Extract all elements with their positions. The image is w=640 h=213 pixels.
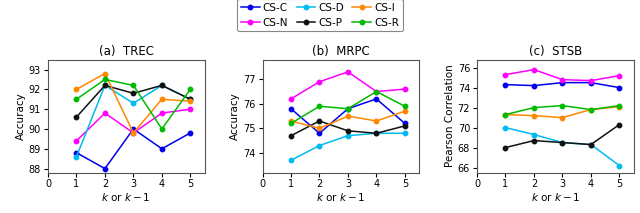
X-axis label: $k$ or $k-1$: $k$ or $k-1$ <box>531 191 580 203</box>
X-axis label: $k$ or $k-1$: $k$ or $k-1$ <box>102 191 151 203</box>
Title: (b)  MRPC: (b) MRPC <box>312 45 370 59</box>
Y-axis label: Accuracy: Accuracy <box>16 92 26 140</box>
Title: (c)  STSB: (c) STSB <box>529 45 582 59</box>
Y-axis label: Pearson Correlation: Pearson Correlation <box>445 65 455 167</box>
Legend: CS-C, CS-N, CS-D, CS-P, CS-I, CS-R: CS-C, CS-N, CS-D, CS-P, CS-I, CS-R <box>237 0 403 31</box>
X-axis label: $k$ or $k-1$: $k$ or $k-1$ <box>316 191 365 203</box>
Y-axis label: Accuracy: Accuracy <box>230 92 240 140</box>
Title: (a)  TREC: (a) TREC <box>99 45 154 59</box>
